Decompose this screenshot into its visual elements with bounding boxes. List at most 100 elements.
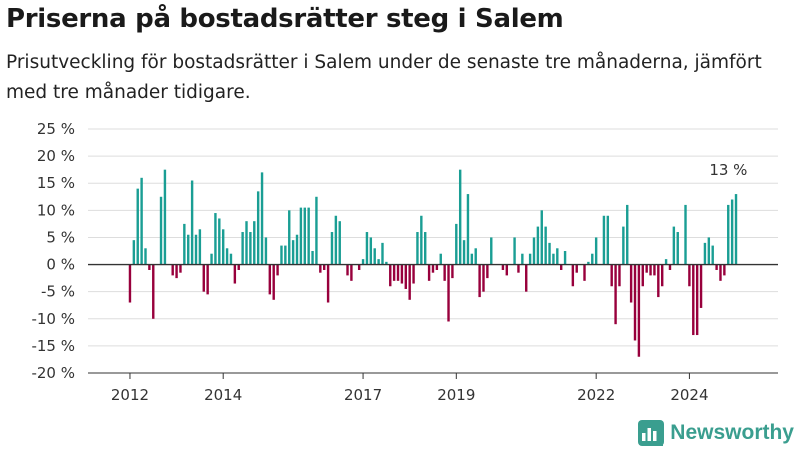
bar: [501, 264, 505, 270]
bar: [703, 242, 707, 265]
bar: [202, 264, 205, 292]
axes: [88, 263, 778, 374]
bar: [144, 248, 147, 265]
bar: [210, 253, 213, 265]
bar: [552, 253, 555, 265]
bar: [451, 264, 454, 279]
bar: [400, 264, 404, 284]
bar: [482, 264, 485, 292]
x-axis-ticks: 2012 2014 2017 2019 2022 2024: [111, 373, 709, 404]
bar: [618, 264, 621, 287]
bar: [128, 264, 132, 303]
bar: [190, 180, 194, 265]
bars: [128, 169, 738, 357]
bar: [455, 223, 458, 265]
y-tick-label: 15 %: [37, 174, 75, 192]
bar: [727, 204, 730, 265]
grid-lines: [88, 128, 778, 374]
bar: [194, 234, 198, 265]
bar: [427, 264, 431, 281]
bar: [474, 248, 477, 265]
bar: [377, 259, 380, 265]
bar: [699, 264, 703, 308]
bar: [715, 264, 718, 270]
bar: [311, 251, 314, 265]
bar: [528, 253, 532, 265]
bar: [633, 264, 637, 341]
newsworthy-logo-icon: [638, 420, 665, 446]
y-tick-label: 25 %: [37, 120, 75, 138]
bar: [346, 264, 349, 276]
chart-subtitle: Prisutveckling för bostadsrätter i Salem…: [6, 52, 762, 103]
last-value-annotation: 13 %: [709, 161, 747, 179]
x-tick-label: 2022: [577, 386, 615, 404]
y-tick-label: -10 %: [31, 310, 75, 328]
bar: [272, 264, 275, 300]
bar: [470, 253, 474, 265]
bar: [206, 264, 209, 295]
bar: [575, 264, 578, 273]
bar: [288, 210, 291, 265]
bar: [466, 194, 470, 265]
y-tick-label: -15 %: [31, 337, 75, 355]
y-tick-label: -20 %: [31, 364, 75, 382]
bar: [688, 264, 691, 287]
bar: [657, 264, 660, 298]
bar: [385, 261, 388, 265]
bar: [517, 264, 520, 273]
bar: [606, 215, 610, 265]
bar: [439, 253, 442, 265]
bar: [536, 226, 540, 265]
bar: [490, 237, 493, 265]
bar: [563, 251, 567, 265]
bar: [280, 245, 283, 265]
bar: [249, 232, 252, 265]
bar: [416, 232, 419, 265]
bar: [307, 207, 310, 265]
bar: [478, 264, 481, 298]
bar: [462, 240, 466, 265]
bar: [661, 264, 664, 287]
bar: [571, 264, 575, 287]
bar: [559, 264, 563, 270]
bar: [183, 223, 186, 265]
bar: [276, 264, 279, 276]
bar: [420, 215, 423, 265]
bar: [583, 264, 586, 281]
bar: [319, 264, 322, 273]
bar: [140, 177, 143, 265]
bar: [245, 221, 248, 265]
bar: [225, 248, 229, 265]
bar: [649, 264, 652, 276]
bar: [175, 264, 178, 279]
bar: [365, 232, 369, 265]
bar: [338, 221, 341, 265]
bar: [540, 210, 543, 265]
bar: [653, 264, 656, 276]
bar: [435, 264, 439, 270]
bar: [544, 226, 547, 265]
bar: [711, 245, 714, 265]
bar: [525, 264, 528, 292]
bar: [404, 264, 407, 289]
bar: [187, 234, 190, 265]
bar: [684, 204, 687, 265]
bar: [408, 264, 411, 300]
bar: [136, 188, 139, 265]
brand-name: Newsworthy: [670, 421, 794, 444]
bar: [556, 248, 559, 265]
bar: [672, 226, 676, 265]
bar: [233, 264, 237, 284]
chart-title: Priserna på bostadsrätter steg i Salem: [6, 4, 564, 34]
bar: [443, 264, 446, 281]
bar: [163, 169, 167, 265]
bar: [396, 264, 400, 281]
bar: [256, 191, 260, 265]
bar: [295, 234, 299, 265]
bar: [357, 264, 361, 270]
x-tick-label: 2019: [437, 386, 475, 404]
bar: [152, 264, 155, 319]
bar: [734, 194, 738, 265]
bar: [622, 226, 625, 265]
